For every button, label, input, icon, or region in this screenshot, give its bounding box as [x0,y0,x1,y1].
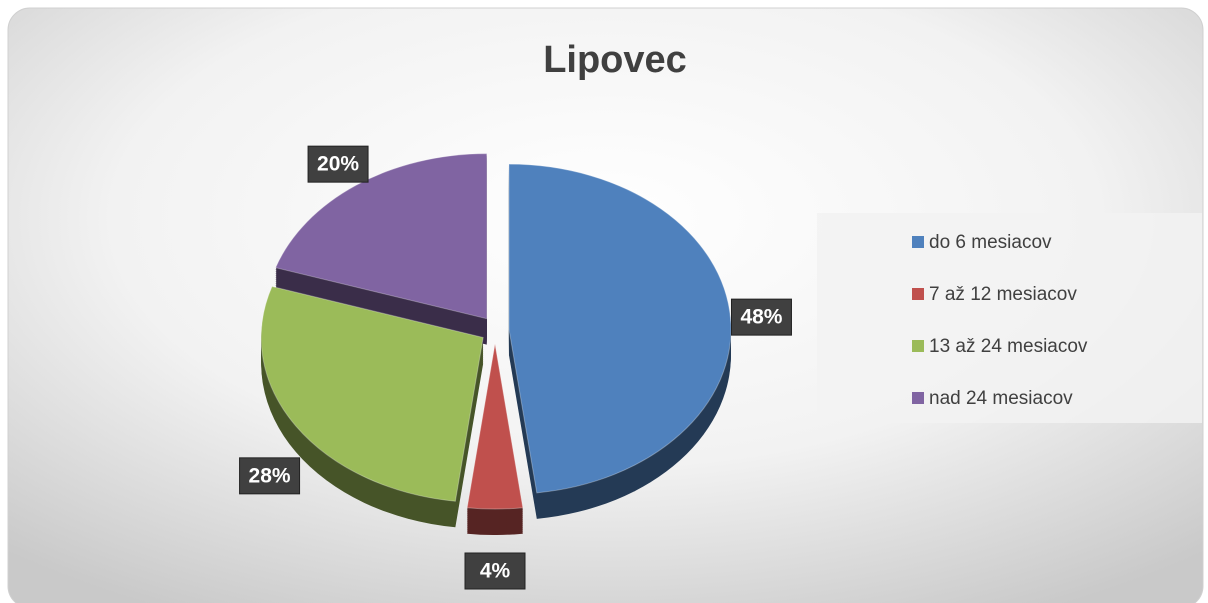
data-label: 28% [249,464,291,487]
data-label: 4% [480,560,511,583]
legend-swatch [912,392,924,404]
slice [508,163,732,494]
slice [260,285,484,502]
data-label-box [307,145,369,183]
legend-swatch [912,236,924,248]
data-label: 20% [317,153,359,176]
data-label-box [239,457,301,495]
legend-label: nad 24 mesiacov [929,388,1073,409]
data-label: 48% [740,306,782,329]
slice [466,343,524,510]
legend-swatch [912,340,924,352]
legend-swatch [912,288,924,300]
legend-box [817,213,1202,423]
legend-label: do 6 mesiacov [929,232,1052,253]
legend-label: 7 až 12 mesiacov [929,284,1077,305]
chart-title: Lipovec [543,39,687,81]
legend-label: 13 až 24 mesiacov [929,336,1088,357]
data-label-box [464,552,526,590]
data-label-box [730,298,792,336]
slice [274,153,488,320]
